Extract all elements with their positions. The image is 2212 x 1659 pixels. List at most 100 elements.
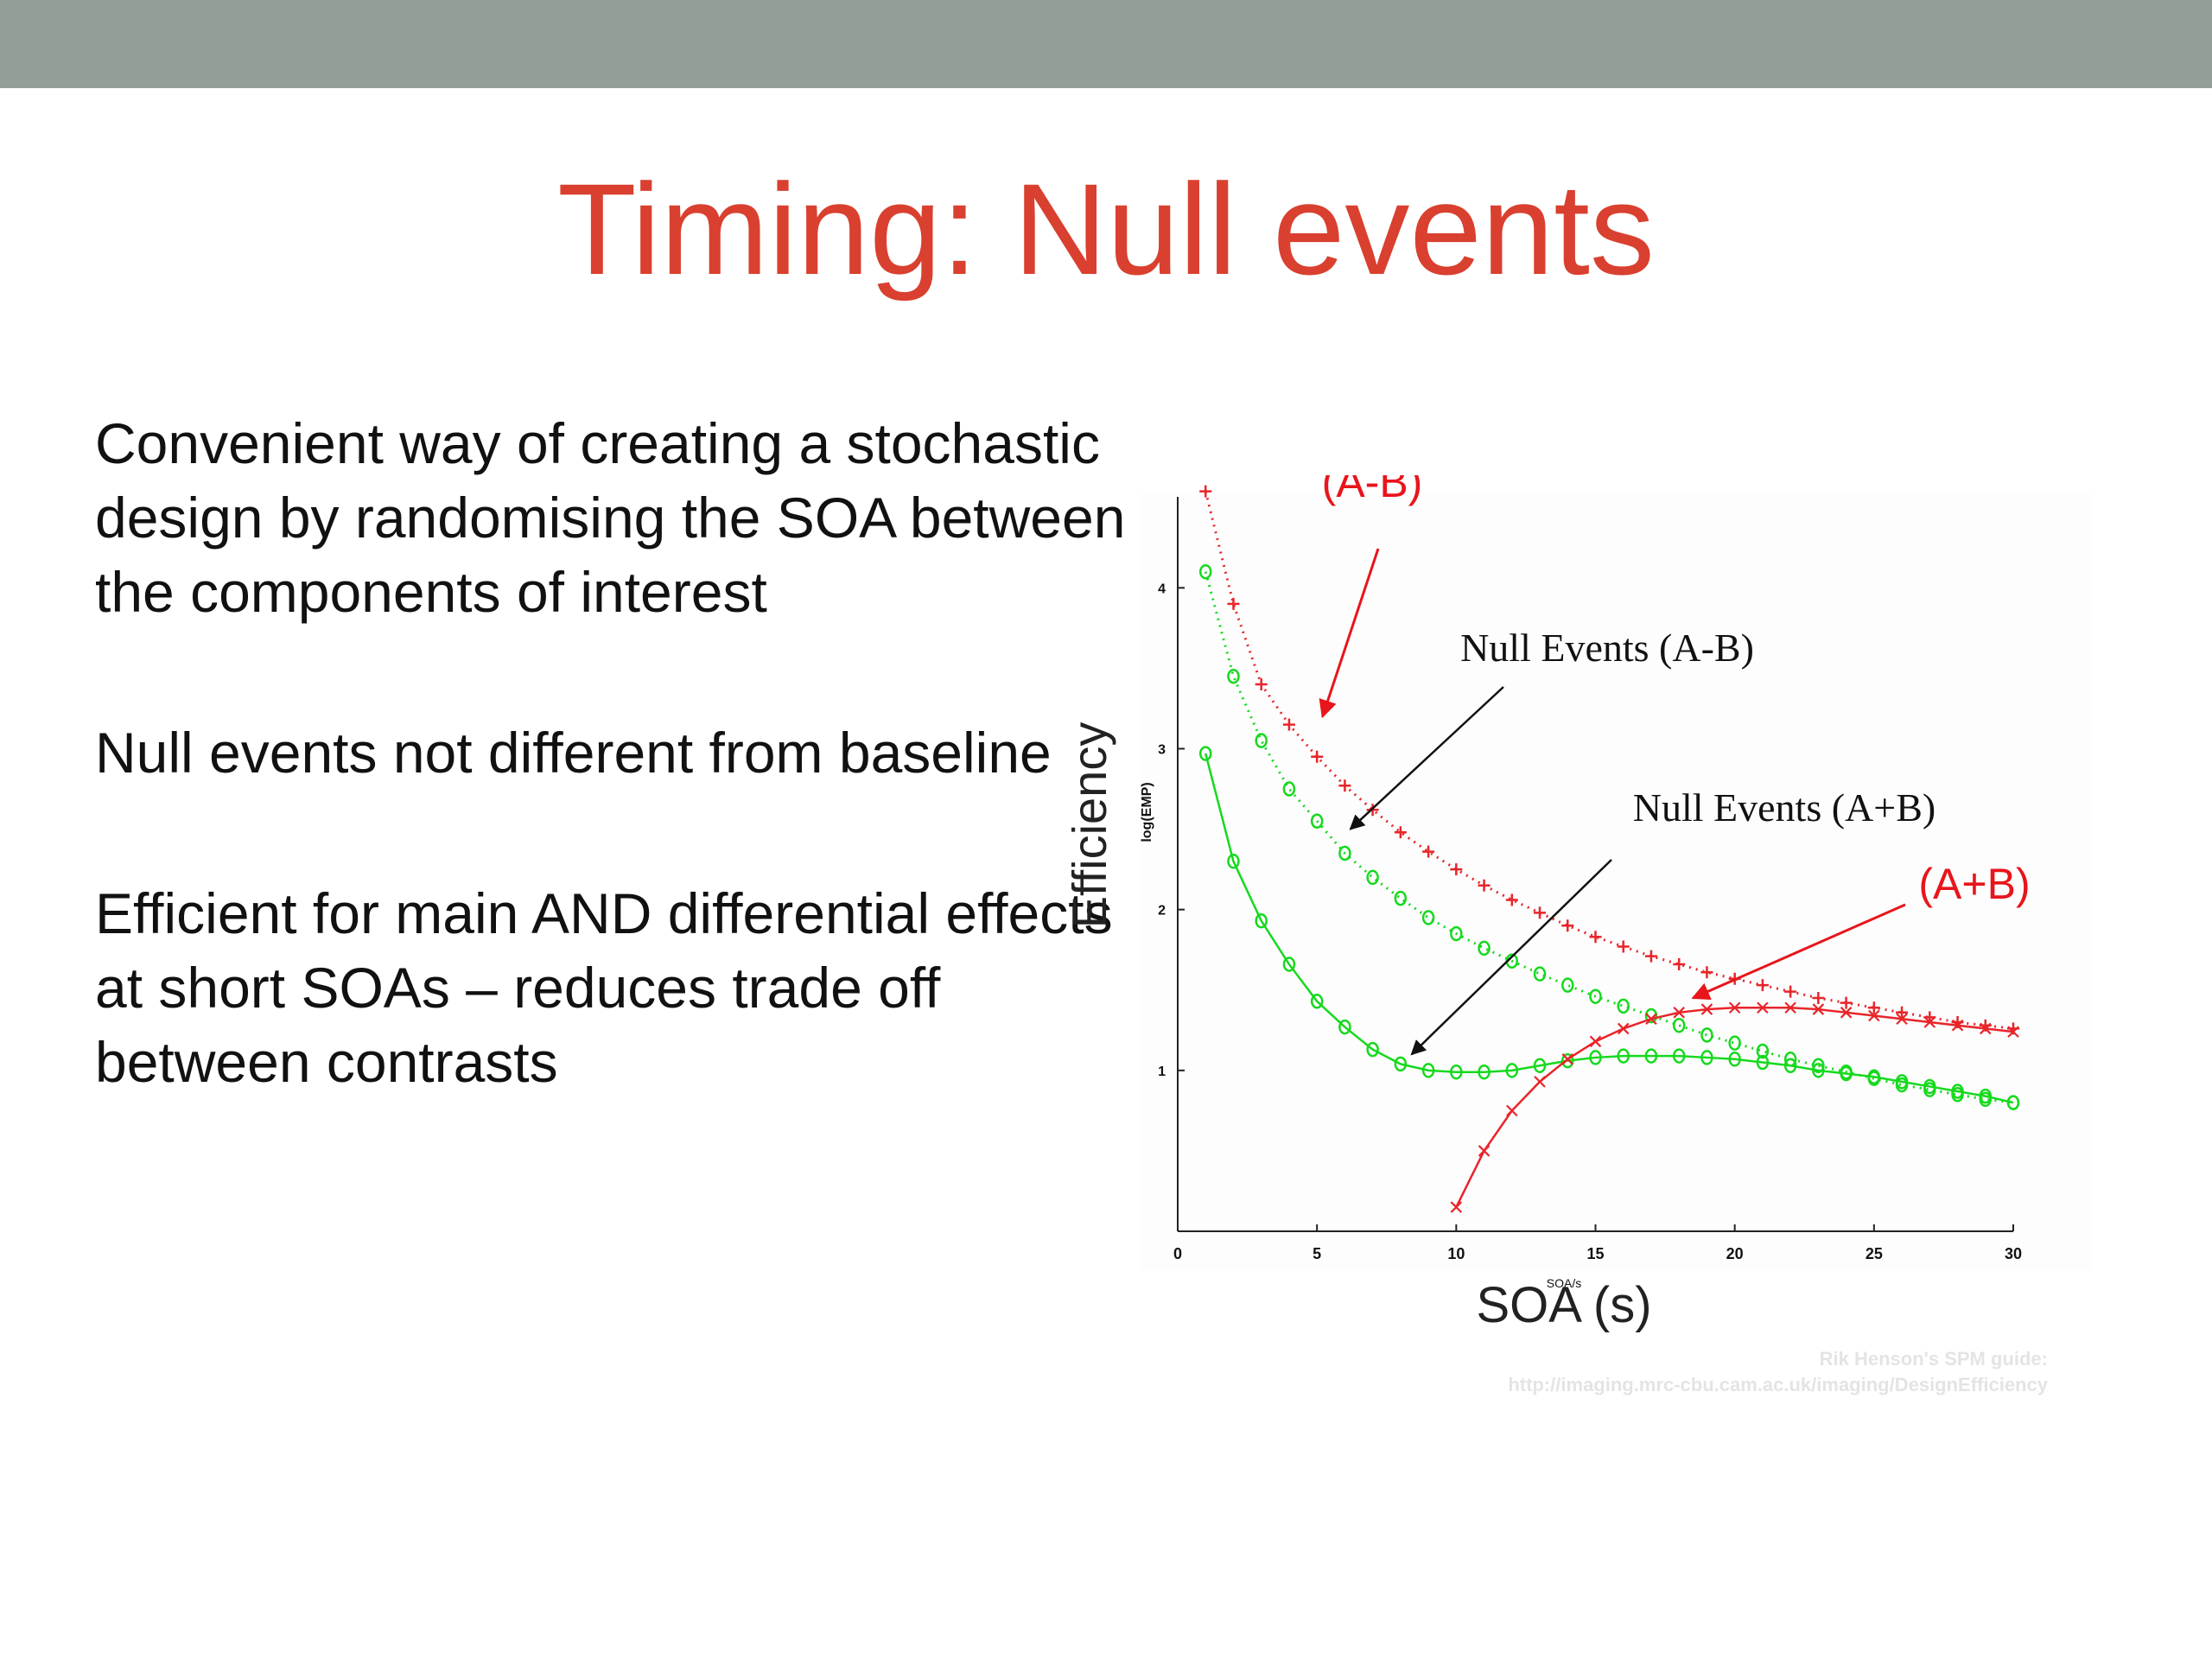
annotation-label: (A+B) bbox=[1918, 860, 2030, 908]
data-point bbox=[1227, 854, 1240, 869]
data-point bbox=[1756, 979, 1769, 992]
x-tick-label: 10 bbox=[1447, 1245, 1465, 1262]
data-point bbox=[1561, 1052, 1574, 1069]
data-point bbox=[1589, 931, 1602, 944]
y-tick-label: 3 bbox=[1158, 742, 1166, 757]
data-point bbox=[1589, 1035, 1602, 1048]
data-point bbox=[1255, 678, 1268, 691]
data-point bbox=[1450, 863, 1463, 876]
data-point bbox=[1644, 1048, 1658, 1064]
data-point bbox=[2007, 1026, 2019, 1038]
data-point bbox=[1198, 746, 1212, 761]
data-point bbox=[1421, 1063, 1435, 1078]
data-point bbox=[1812, 1063, 1825, 1078]
data-point bbox=[1951, 1019, 1964, 1032]
data-point bbox=[1255, 912, 1268, 929]
data-point bbox=[2006, 1095, 2020, 1110]
data-point bbox=[1422, 845, 1435, 858]
annotation-label: (A-B) bbox=[1322, 475, 1423, 506]
y-tick-label: 4 bbox=[1158, 582, 1166, 596]
annotation-arrow bbox=[1691, 903, 1906, 1001]
bullet-text: Convenient way of creating a stochastic … bbox=[95, 411, 1126, 624]
data-point bbox=[1979, 1088, 1993, 1104]
credit-line: Rik Henson's SPM guide: bbox=[1819, 1348, 2048, 1370]
efficiency-chart-svg: 0 5 10 15 20 25 30 1 2 3 4 (A-B) Null Events (A-B) N… bbox=[1071, 475, 2091, 1333]
credit-url: http://imaging.mrc-cbu.cam.ac.uk/imaging… bbox=[1508, 1374, 2048, 1395]
x-axis-label: SOA (s) bbox=[1476, 1277, 1651, 1333]
efficiency-chart: 0 5 10 15 20 25 30 1 2 3 4 (A-B) Null Events (A-B) N… bbox=[1071, 475, 2212, 1443]
x-tick-label: 30 bbox=[2005, 1245, 2022, 1262]
credit-text: Rik Henson's SPM guide: http://imaging.m… bbox=[1331, 1346, 2048, 1398]
data-point bbox=[1784, 985, 1797, 998]
data-point bbox=[1783, 1058, 1797, 1073]
data-point bbox=[1728, 1035, 1741, 1051]
series-group bbox=[1450, 1001, 2019, 1213]
data-point bbox=[1700, 1003, 1713, 1015]
data-point bbox=[1282, 957, 1296, 972]
data-point bbox=[1478, 1145, 1491, 1157]
data-point bbox=[1450, 925, 1463, 942]
data-point bbox=[1923, 1078, 1936, 1095]
annotation-arrow bbox=[1349, 686, 1504, 830]
data-point bbox=[1478, 940, 1491, 957]
data-point bbox=[1366, 1041, 1379, 1058]
y-axis-small-label: log(EMP) bbox=[1140, 782, 1154, 842]
data-point bbox=[1867, 1001, 1880, 1014]
data-point bbox=[1979, 1022, 1992, 1035]
data-point bbox=[1756, 1054, 1770, 1071]
bullet-text: Efficient for main AND differential effe… bbox=[95, 881, 1113, 1094]
data-point bbox=[1478, 1064, 1491, 1080]
data-point bbox=[1700, 966, 1713, 979]
data-point bbox=[1589, 988, 1602, 1004]
data-point bbox=[1700, 1027, 1713, 1043]
data-point bbox=[1198, 563, 1212, 580]
data-point bbox=[1840, 996, 1853, 1009]
y-tick-label: 1 bbox=[1158, 1065, 1166, 1079]
data-point bbox=[1923, 1016, 1936, 1028]
annotation-label: Null Events (A+B) bbox=[1633, 785, 1936, 830]
data-point bbox=[1812, 1003, 1825, 1015]
data-point bbox=[1896, 1006, 1909, 1019]
data-point bbox=[1534, 906, 1547, 919]
data-point bbox=[1840, 1007, 1853, 1019]
data-point bbox=[1338, 1019, 1351, 1035]
data-point bbox=[1617, 998, 1630, 1014]
annotation-arrow bbox=[1319, 548, 1380, 719]
data-point bbox=[1450, 1064, 1463, 1080]
data-point bbox=[1812, 1058, 1825, 1073]
data-point bbox=[1338, 845, 1351, 861]
header-band bbox=[0, 0, 2212, 88]
data-point bbox=[1672, 1048, 1686, 1064]
data-point bbox=[1311, 750, 1324, 763]
plot-background bbox=[1141, 493, 2091, 1270]
data-point bbox=[1728, 1001, 1741, 1014]
data-point bbox=[1757, 1001, 1769, 1014]
annotation-label: Null Events (A-B) bbox=[1460, 626, 1754, 670]
data-point bbox=[1227, 597, 1240, 610]
data-point bbox=[1338, 779, 1351, 792]
data-point bbox=[1644, 950, 1657, 963]
data-point bbox=[1617, 940, 1630, 953]
y-axis-label: Efficiency bbox=[1071, 722, 1116, 929]
data-point bbox=[1672, 1017, 1686, 1033]
data-point bbox=[1282, 781, 1296, 797]
data-point bbox=[1617, 1048, 1630, 1064]
data-point bbox=[1227, 668, 1240, 684]
data-point bbox=[1812, 992, 1825, 1005]
bullet-text: Null events not different from baseline bbox=[95, 721, 1052, 785]
x-tick-label: 0 bbox=[1173, 1245, 1182, 1262]
data-point bbox=[1645, 1013, 1657, 1026]
data-point bbox=[1896, 1013, 1908, 1026]
data-point bbox=[1394, 826, 1407, 839]
data-point bbox=[1310, 813, 1324, 830]
data-point bbox=[1589, 1050, 1602, 1065]
data-point bbox=[1534, 1076, 1546, 1088]
x-tick-label: 5 bbox=[1313, 1245, 1321, 1262]
data-point bbox=[1478, 879, 1491, 892]
data-point bbox=[1728, 1052, 1741, 1067]
data-point bbox=[1673, 1007, 1685, 1019]
data-point bbox=[1506, 1104, 1518, 1117]
data-point bbox=[1533, 966, 1547, 982]
data-point bbox=[1199, 485, 1212, 498]
data-point bbox=[1756, 1043, 1770, 1059]
